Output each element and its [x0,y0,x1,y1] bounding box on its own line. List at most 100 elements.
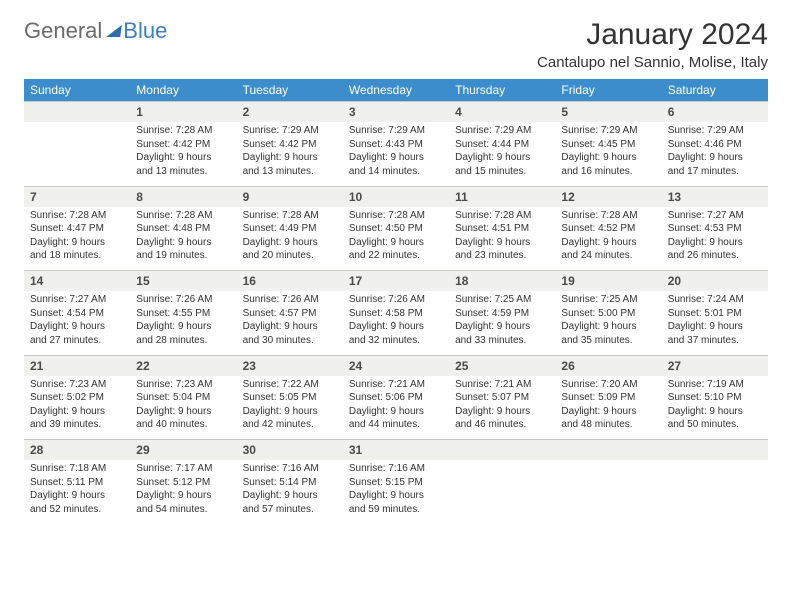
day-content-cell: Sunrise: 7:29 AMSunset: 4:42 PMDaylight:… [237,122,343,186]
sunset-text: Sunset: 4:54 PM [30,307,124,321]
daylight-text-2: and 52 minutes. [30,503,124,517]
logo: General Blue [24,18,167,44]
daylight-text-2: and 50 minutes. [668,418,762,432]
sunrise-text: Sunrise: 7:27 AM [30,293,124,307]
daylight-text-2: and 19 minutes. [136,249,230,263]
day-of-week-cell: Monday [130,79,236,102]
day-of-week-cell: Tuesday [237,79,343,102]
daylight-text-1: Daylight: 9 hours [136,236,230,250]
day-content-cell: Sunrise: 7:19 AMSunset: 5:10 PMDaylight:… [662,376,768,440]
day-number-cell: 3 [343,102,449,123]
day-number-cell: 29 [130,440,236,461]
daylight-text-2: and 26 minutes. [668,249,762,263]
daylight-text-1: Daylight: 9 hours [243,151,337,165]
day-content-cell: Sunrise: 7:27 AMSunset: 4:54 PMDaylight:… [24,291,130,355]
sunset-text: Sunset: 5:10 PM [668,391,762,405]
daylight-text-1: Daylight: 9 hours [243,405,337,419]
day-content-cell: Sunrise: 7:26 AMSunset: 4:55 PMDaylight:… [130,291,236,355]
day-number-cell: 2 [237,102,343,123]
daylight-text-1: Daylight: 9 hours [136,151,230,165]
sunset-text: Sunset: 4:46 PM [668,138,762,152]
daylight-text-2: and 54 minutes. [136,503,230,517]
day-content-cell: Sunrise: 7:16 AMSunset: 5:15 PMDaylight:… [343,460,449,524]
sunrise-text: Sunrise: 7:17 AM [136,462,230,476]
day-content-row: Sunrise: 7:28 AMSunset: 4:47 PMDaylight:… [24,207,768,271]
daylight-text-1: Daylight: 9 hours [243,489,337,503]
day-content-cell: Sunrise: 7:27 AMSunset: 4:53 PMDaylight:… [662,207,768,271]
day-number-row: 21222324252627 [24,355,768,376]
sunset-text: Sunset: 4:52 PM [561,222,655,236]
month-title: January 2024 [537,18,768,52]
sunset-text: Sunset: 5:00 PM [561,307,655,321]
sunrise-text: Sunrise: 7:29 AM [668,124,762,138]
day-number-cell [449,440,555,461]
daylight-text-1: Daylight: 9 hours [668,236,762,250]
daylight-text-2: and 22 minutes. [349,249,443,263]
day-content-cell: Sunrise: 7:29 AMSunset: 4:45 PMDaylight:… [555,122,661,186]
daylight-text-2: and 20 minutes. [243,249,337,263]
day-number-cell: 21 [24,355,130,376]
day-content-cell: Sunrise: 7:28 AMSunset: 4:51 PMDaylight:… [449,207,555,271]
daylight-text-2: and 28 minutes. [136,334,230,348]
daylight-text-2: and 13 minutes. [136,165,230,179]
day-content-cell: Sunrise: 7:17 AMSunset: 5:12 PMDaylight:… [130,460,236,524]
day-content-cell: Sunrise: 7:23 AMSunset: 5:02 PMDaylight:… [24,376,130,440]
day-number-cell: 15 [130,271,236,292]
header: General Blue January 2024 Cantalupo nel … [24,18,768,71]
sunrise-text: Sunrise: 7:26 AM [136,293,230,307]
day-content-row: Sunrise: 7:27 AMSunset: 4:54 PM Daylight:… [24,291,768,355]
day-content-cell: Sunrise: 7:21 AMSunset: 5:06 PMDaylight:… [343,376,449,440]
day-content-cell: Sunrise: 7:29 AMSunset: 4:43 PMDaylight:… [343,122,449,186]
daylight-text-2: and 37 minutes. [668,334,762,348]
sunrise-text: Sunrise: 7:26 AM [349,293,443,307]
day-number-cell: 16 [237,271,343,292]
day-content-cell: Sunrise: 7:16 AMSunset: 5:14 PMDaylight:… [237,460,343,524]
daylight-text-1: Daylight: 9 hours [349,489,443,503]
day-of-week-row: SundayMondayTuesdayWednesdayThursdayFrid… [24,79,768,102]
sunrise-text: Sunrise: 7:24 AM [668,293,762,307]
daylight-text-1: Daylight: 9 hours [349,320,443,334]
day-content-row: Sunrise: 7:28 AMSunset: 4:42 PMDaylight:… [24,122,768,186]
day-number-cell: 20 [662,271,768,292]
daylight-text-1: Daylight: 9 hours [561,151,655,165]
day-content-cell: Sunrise: 7:28 AMSunset: 4:49 PMDaylight:… [237,207,343,271]
daylight-text-1: Daylight: 9 hours [561,320,655,334]
daylight-text-2: and 33 minutes. [455,334,549,348]
sunrise-text: Sunrise: 7:29 AM [349,124,443,138]
day-content-cell: Sunrise: 7:26 AMSunset: 4:57 PMDaylight:… [237,291,343,355]
daylight-text-2: and 18 minutes. [30,249,124,263]
day-number-cell: 11 [449,186,555,207]
sunrise-text: Sunrise: 7:28 AM [561,209,655,223]
sunrise-text: Sunrise: 7:20 AM [561,378,655,392]
calendar-table: SundayMondayTuesdayWednesdayThursdayFrid… [24,79,768,524]
day-number-cell: 12 [555,186,661,207]
day-content-cell [449,460,555,524]
day-number-cell: 18 [449,271,555,292]
day-content-cell: Sunrise: 7:28 AMSunset: 4:42 PMDaylight:… [130,122,236,186]
daylight-text-1: Daylight: 9 hours [243,236,337,250]
daylight-text-1: Daylight: 9 hours [136,320,230,334]
day-number-cell: 8 [130,186,236,207]
day-content-cell: Sunrise: 7:24 AMSunset: 5:01 PMDaylight:… [662,291,768,355]
sunrise-text: Sunrise: 7:28 AM [136,124,230,138]
title-block: January 2024 Cantalupo nel Sannio, Molis… [537,18,768,71]
daylight-text-2: and 44 minutes. [349,418,443,432]
daylight-text-2: and 35 minutes. [561,334,655,348]
daylight-text-2: and 23 minutes. [455,249,549,263]
day-number-cell: 27 [662,355,768,376]
sunset-text: Sunset: 4:55 PM [136,307,230,321]
daylight-text-2: and 59 minutes. [349,503,443,517]
logo-text-blue: Blue [123,18,167,44]
sunrise-text: Sunrise: 7:23 AM [30,378,124,392]
daylight-text-1: Daylight: 9 hours [349,405,443,419]
daylight-text-1: Daylight: 9 hours [30,236,124,250]
day-number-cell: 22 [130,355,236,376]
sunrise-text: Sunrise: 7:23 AM [136,378,230,392]
sunrise-text: Sunrise: 7:29 AM [561,124,655,138]
day-content-cell: Sunrise: 7:28 AMSunset: 4:50 PMDaylight:… [343,207,449,271]
daylight-text-1: Daylight: 9 hours [30,489,124,503]
day-number-cell: 7 [24,186,130,207]
daylight-text-2: and 46 minutes. [455,418,549,432]
daylight-text-1: Daylight: 9 hours [668,320,762,334]
daylight-text-1: Daylight: 9 hours [136,405,230,419]
